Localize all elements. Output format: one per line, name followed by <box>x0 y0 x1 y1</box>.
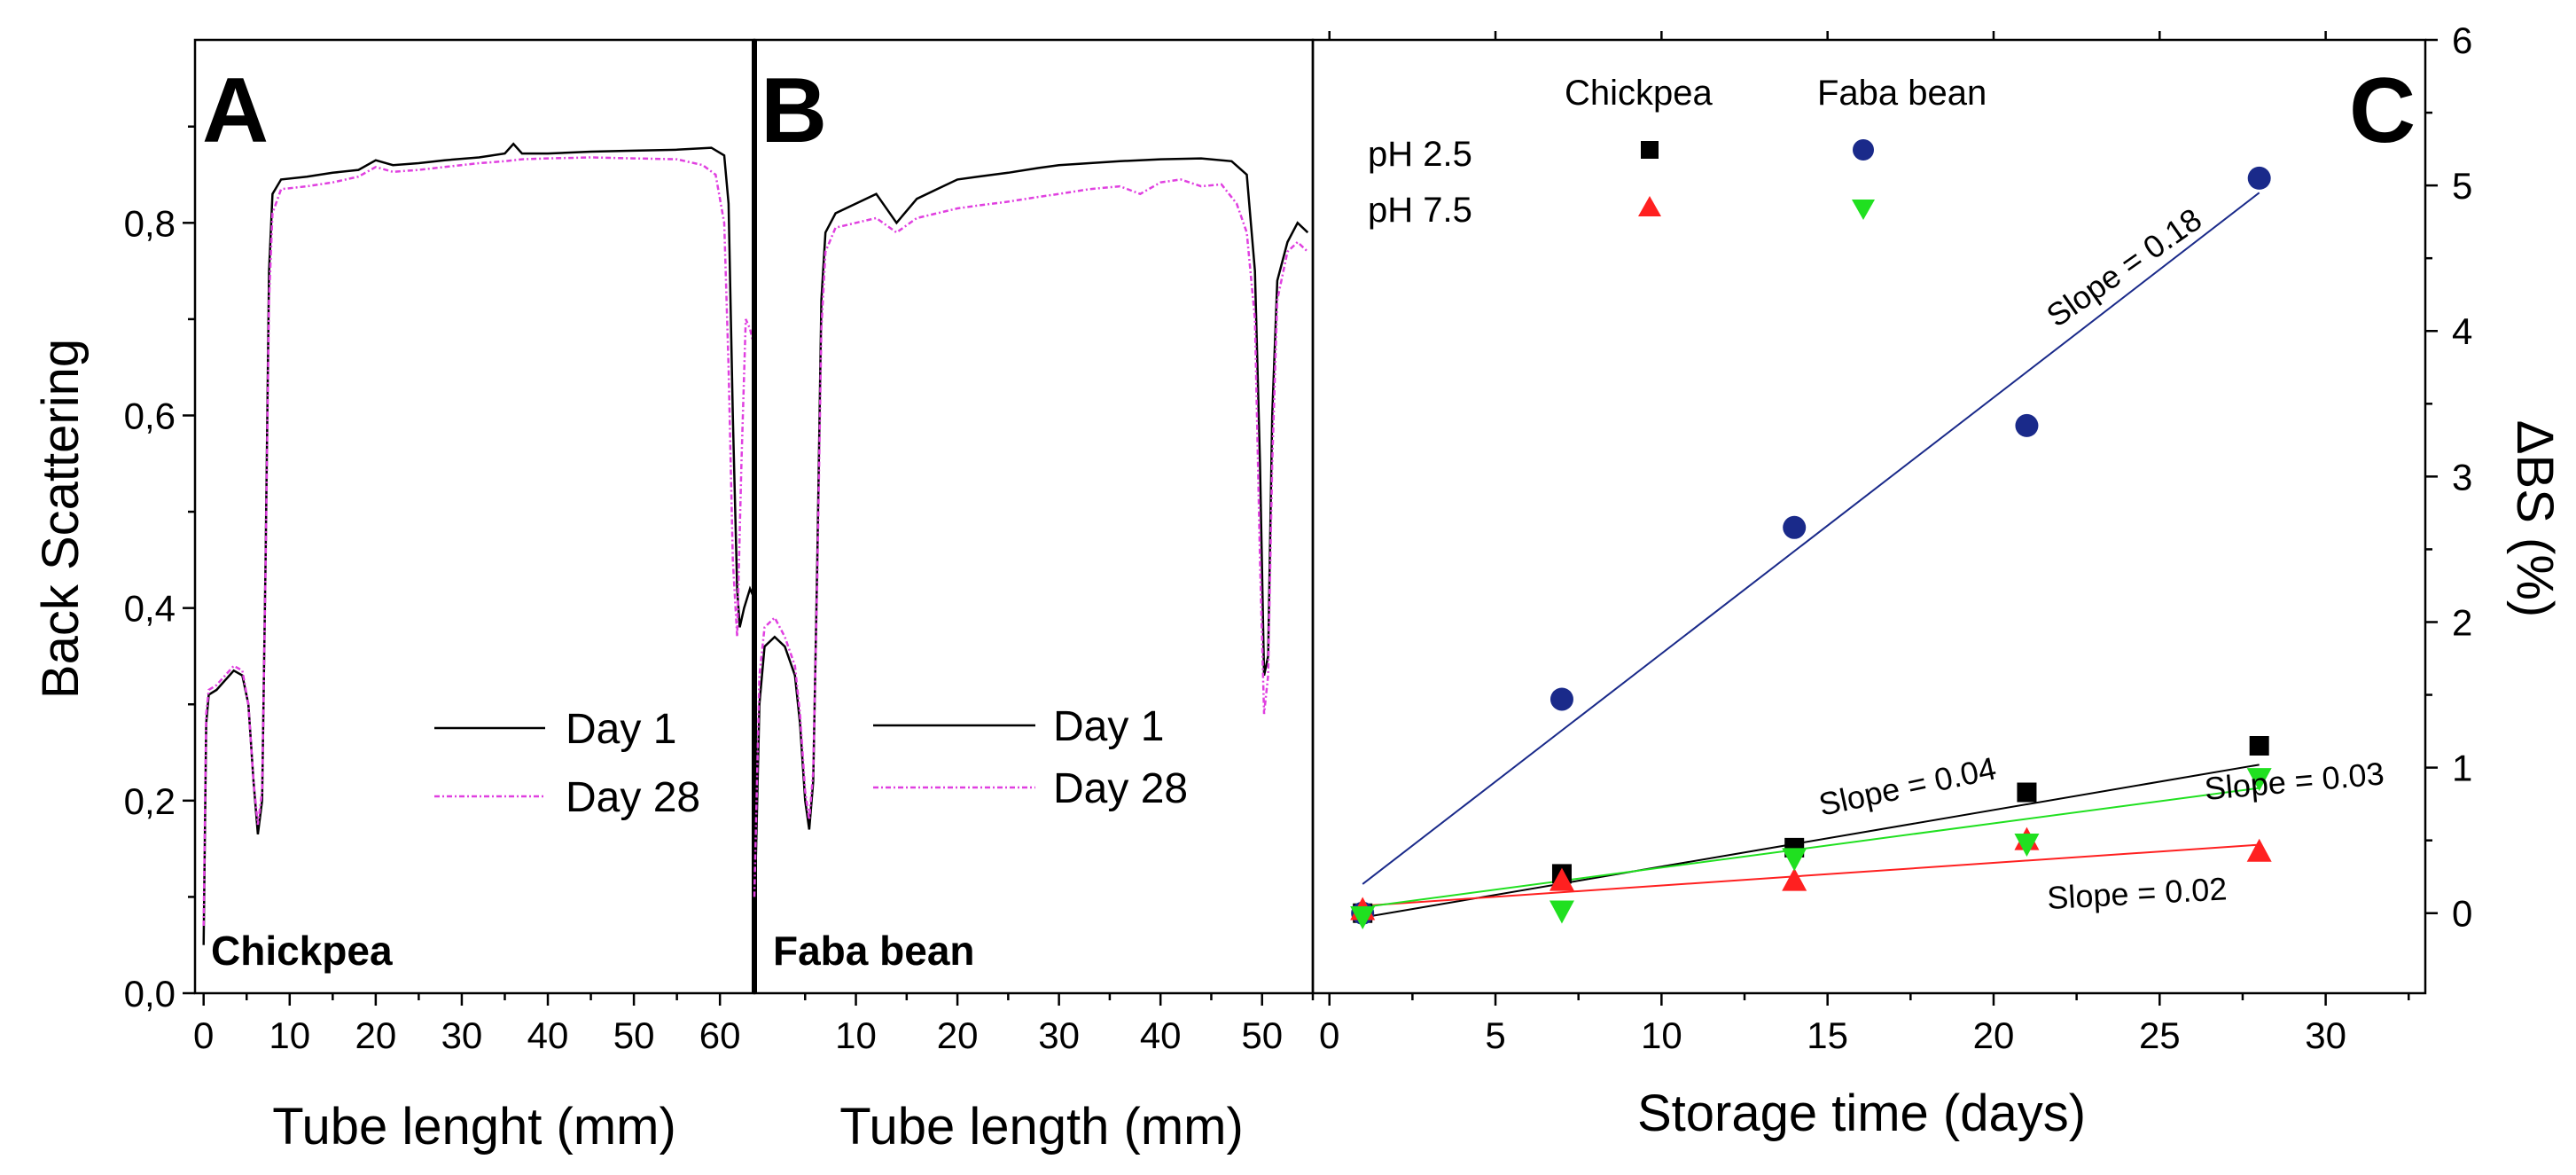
panel-c-y-tick-label: 1 <box>2452 748 2472 789</box>
point-faba-ph75 <box>1782 848 1807 872</box>
panel-b: 10 20 30 40 50 B Faba bean Tube length (mm) … <box>752 38 1315 1155</box>
point-chickpea-ph75 <box>2246 838 2272 862</box>
panel-a-x-tick-label: 30 <box>441 1014 483 1056</box>
point-faba-ph25 <box>1783 515 1807 539</box>
panel-a-x-axis: 0 10 20 30 40 50 60 <box>193 993 741 1056</box>
panel-a-y-axis: 0,0 0,2 0,4 0,6 0,8 <box>124 125 195 1014</box>
panel-b-x-axis-title: Tube length (mm) <box>839 1098 1244 1155</box>
panel-c-x-tick-label: 30 <box>2305 1014 2346 1056</box>
panel-b-legend: Day 1 Day 28 <box>873 703 1188 812</box>
panel-a-x-tick-label: 10 <box>269 1014 310 1056</box>
panel-c-y-tick-label: 0 <box>2452 893 2472 935</box>
panel-c-y-axis-title: ΔBS (%) <box>2506 420 2564 617</box>
panel-a-x-tick-label: 60 <box>699 1014 741 1056</box>
panel-a-x-tick-label: 20 <box>355 1014 397 1056</box>
panel-b-letter: B <box>761 59 827 162</box>
panel-a-legend-day1-label: Day 1 <box>566 706 676 753</box>
panel-a-y-tick-label: 0,0 <box>124 973 176 1014</box>
panel-c-x-tick-label: 20 <box>1973 1014 2015 1056</box>
point-chickpea-ph25 <box>2249 735 2269 756</box>
panel-b-x-tick-label: 40 <box>1140 1014 1182 1056</box>
panel-c-y-tick-label: 2 <box>2452 601 2472 643</box>
panel-c-x-tick-label: 5 <box>1485 1014 1505 1056</box>
legend-column-chickpea: Chickpea <box>1565 74 1713 113</box>
legend-row-ph25: pH 2.5 <box>1368 135 1472 174</box>
panel-a-name: Chickpea <box>211 928 393 974</box>
legend-column-faba-bean: Faba bean <box>1817 74 1987 113</box>
panel-c-frame <box>1311 38 2427 995</box>
panel-c: 0 5 10 15 20 25 30 0 1 2 3 4 5 6 C Storage time (day… <box>1311 20 2564 1142</box>
point-chickpea-ph75 <box>1549 867 1574 891</box>
panel-c-x-tick-label: 15 <box>1807 1014 1848 1056</box>
panel-b-x-tick-label: 50 <box>1241 1014 1283 1056</box>
panel-a: 0 10 20 30 40 50 60 0,0 0,2 0,4 0,6 0,8 A Chickpea… <box>32 38 756 1155</box>
panel-c-y-tick-label: 4 <box>2452 310 2472 352</box>
panel-c-y-tick-label: 6 <box>2452 20 2472 61</box>
point-faba-ph75 <box>1549 900 1574 924</box>
panel-a-series <box>202 142 756 945</box>
panel-b-x-tick-label: 10 <box>835 1014 877 1056</box>
fit-line-faba-ph75 <box>1362 787 2260 909</box>
point-faba-ph75 <box>2246 768 2272 792</box>
point-faba-ph25 <box>1550 687 1573 711</box>
panel-a-legend: Day 1 Day 28 <box>434 706 700 821</box>
panel-b-line-day1 <box>753 157 1309 927</box>
panel-c-letter: C <box>2349 59 2416 162</box>
panel-b-line-day28 <box>753 178 1309 897</box>
panel-c-y-tick-label: 3 <box>2452 456 2472 497</box>
panel-b-legend-day28-label: Day 28 <box>1053 765 1188 812</box>
legend-marker-faba-ph25 <box>1853 139 1874 161</box>
point-chickpea-ph75 <box>1782 867 1807 891</box>
panel-b-legend-day1-label: Day 1 <box>1053 703 1164 750</box>
panel-a-y-tick-label: 0,4 <box>124 588 176 630</box>
panel-c-fit-lines <box>1362 192 2260 919</box>
point-faba-ph75 <box>2014 833 2040 857</box>
panel-a-x-tick-label: 50 <box>613 1014 655 1056</box>
point-chickpea-ph25 <box>2017 782 2037 803</box>
panel-a-x-tick-label: 0 <box>193 1014 214 1056</box>
panel-a-x-axis-title: Tube lenght (mm) <box>272 1098 676 1155</box>
panel-c-x-axis-title: Storage time (days) <box>1637 1085 2086 1142</box>
point-faba-ph25 <box>2015 413 2039 437</box>
legend-marker-chickpea-ph75 <box>1638 196 1661 216</box>
fit-line-chickpea-ph25 <box>1362 764 2260 919</box>
panel-b-x-tick-label: 30 <box>1038 1014 1080 1056</box>
fit-line-chickpea-ph75 <box>1362 843 2260 907</box>
legend-row-ph75: pH 7.5 <box>1368 191 1472 230</box>
panel-b-name: Faba bean <box>773 928 975 974</box>
panel-a-legend-day28-label: Day 28 <box>566 774 700 821</box>
legend-marker-chickpea-ph25 <box>1641 141 1659 159</box>
panel-c-x-tick-label: 25 <box>2139 1014 2181 1056</box>
panel-b-series <box>753 157 1309 927</box>
panel-a-y-tick-label: 0,2 <box>124 780 176 822</box>
panel-a-letter: A <box>202 59 269 162</box>
panel-c-points <box>1350 166 2272 930</box>
panel-a-line-day1 <box>202 142 756 945</box>
panel-c-y-axis: 0 1 2 3 4 5 6 <box>2425 20 2472 935</box>
panel-a-y-tick-label: 0,8 <box>124 202 176 244</box>
point-faba-ph75 <box>1350 906 1376 930</box>
point-faba-ph25 <box>2247 166 2271 190</box>
fit-line-faba-ph25 <box>1362 192 2260 885</box>
panel-b-x-tick-label: 20 <box>937 1014 979 1056</box>
legend-marker-faba-ph75 <box>1852 200 1875 220</box>
panel-a-y-tick-label: 0,6 <box>124 395 176 436</box>
panel-c-x-tick-label: 10 <box>1641 1014 1682 1056</box>
panel-a-x-tick-label: 40 <box>527 1014 569 1056</box>
panel-c-legend: Chickpea Faba bean pH 2.5 pH 7.5 <box>1368 74 1987 230</box>
panel-c-y-tick-label: 5 <box>2452 165 2472 207</box>
panel-c-x-axis: 0 5 10 15 20 25 30 <box>1319 31 2410 1056</box>
panel-b-x-axis: 10 20 30 40 50 <box>804 993 1315 1056</box>
panel-c-x-tick-label: 0 <box>1319 1014 1339 1056</box>
panel-a-y-axis-title: Back Scattering <box>32 339 90 699</box>
